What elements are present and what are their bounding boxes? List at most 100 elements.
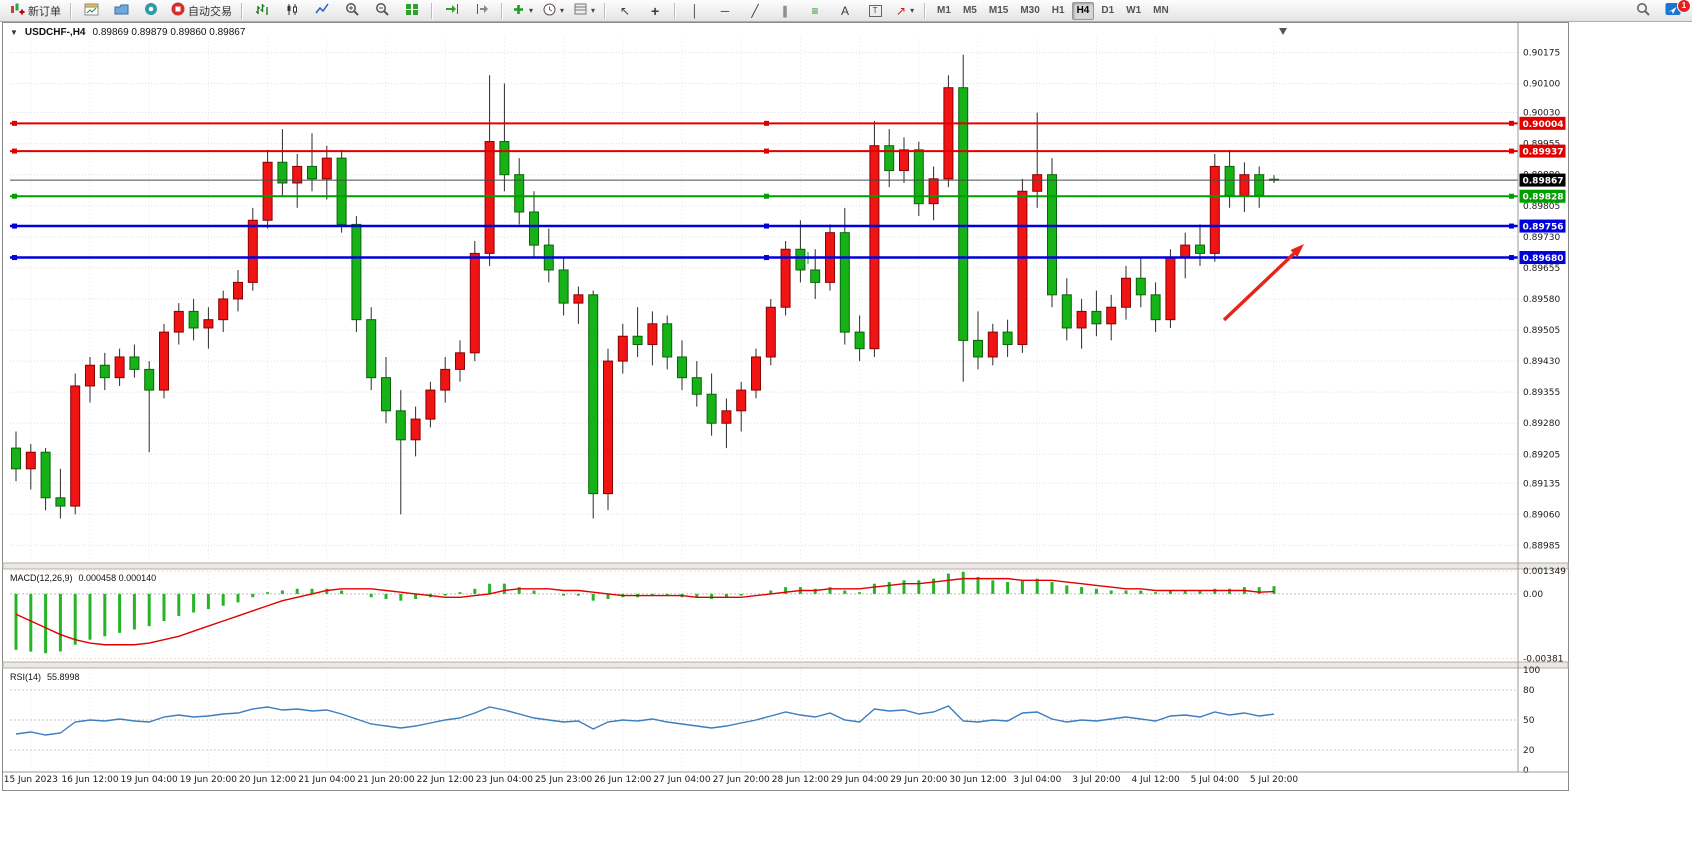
vertical-line-icon: │ bbox=[691, 3, 699, 18]
channel-icon: ∥ bbox=[782, 3, 789, 18]
candle-bullish bbox=[159, 331, 169, 391]
line-handle[interactable] bbox=[12, 255, 17, 261]
periods-button[interactable]: ▾ bbox=[539, 1, 568, 21]
line-handle[interactable] bbox=[764, 223, 769, 229]
vertical-line-tool-button[interactable]: │ bbox=[681, 1, 709, 21]
zoom-out-button[interactable] bbox=[368, 1, 396, 21]
candle-bullish bbox=[321, 157, 332, 180]
timeframe-m5[interactable]: M5 bbox=[962, 5, 977, 16]
indicators-button[interactable]: ▾ bbox=[508, 1, 537, 21]
candle-bearish bbox=[810, 269, 821, 283]
text-label-icon: T bbox=[868, 4, 882, 17]
horizontal-level-line-0.89828[interactable] bbox=[10, 193, 1518, 199]
price-tag-0.89937: 0.89937 bbox=[1519, 144, 1566, 158]
zoom-in-button[interactable] bbox=[338, 1, 366, 21]
candle-bearish bbox=[662, 323, 673, 358]
chart-title-bar[interactable]: ▼ USDCHF-,H4 0.89869 0.89879 0.89860 0.8… bbox=[10, 27, 245, 38]
toolbar-separator bbox=[501, 2, 503, 19]
candle-bearish bbox=[40, 451, 51, 499]
timeframe-w1[interactable]: W1 bbox=[1126, 5, 1142, 16]
svg-text:3 Jul 20:00: 3 Jul 20:00 bbox=[1072, 775, 1121, 785]
new-order-label: 新订单 bbox=[28, 5, 61, 18]
dropdown-arrow-icon: ▾ bbox=[910, 6, 915, 15]
horizontal-line-tool-button[interactable]: ─ bbox=[711, 1, 739, 21]
panel-separator[interactable] bbox=[2, 661, 1569, 669]
community-button[interactable] bbox=[137, 1, 165, 21]
horizontal-level-line-0.90004[interactable] bbox=[10, 120, 1518, 126]
line-handle[interactable] bbox=[1509, 223, 1514, 229]
auto-scroll-button[interactable] bbox=[438, 1, 466, 21]
timeframe-mn[interactable]: MN bbox=[1153, 5, 1169, 16]
trend-arrow-annotation[interactable] bbox=[1222, 244, 1304, 322]
channel-tool-button[interactable]: ∥ bbox=[771, 1, 799, 21]
line-handle[interactable] bbox=[1509, 120, 1514, 126]
search-button[interactable] bbox=[1629, 1, 1657, 21]
tile-windows-button[interactable] bbox=[398, 1, 426, 21]
svg-text:0.00: 0.00 bbox=[1523, 590, 1543, 600]
bar-chart-type-button[interactable] bbox=[248, 1, 276, 21]
line-chart-type-button[interactable] bbox=[308, 1, 336, 21]
new-chart-button[interactable] bbox=[77, 1, 105, 21]
candle-bearish bbox=[1061, 294, 1072, 329]
line-handle[interactable] bbox=[764, 148, 769, 154]
line-handle[interactable] bbox=[764, 255, 769, 261]
line-handle[interactable] bbox=[1509, 255, 1514, 261]
trendline-tool-button[interactable]: ╱ bbox=[741, 1, 769, 21]
chart-canvas[interactable]: 0.901750.901000.900300.899550.898800.898… bbox=[2, 22, 1570, 792]
line-handle[interactable] bbox=[1509, 193, 1514, 199]
horizontal-level-line-0.89937[interactable] bbox=[10, 148, 1518, 154]
notifications-button[interactable]: 1 bbox=[1659, 0, 1691, 21]
candle-bearish bbox=[1224, 165, 1235, 196]
svg-text:20: 20 bbox=[1523, 746, 1535, 756]
chart-shift-marker[interactable] bbox=[1279, 28, 1287, 35]
timeframe-h1[interactable]: H1 bbox=[1051, 5, 1065, 16]
tile-windows-icon bbox=[405, 3, 419, 19]
template-icon bbox=[574, 3, 587, 18]
timeframe-m1[interactable]: M1 bbox=[937, 5, 951, 16]
symbol-dropdown-icon[interactable]: ▼ bbox=[10, 28, 18, 37]
candle-bearish bbox=[351, 223, 362, 321]
fibonacci-icon: ≡ bbox=[811, 3, 819, 18]
arrows-tool-button[interactable]: ↗ ▾ bbox=[891, 1, 919, 21]
timeframe-m30[interactable]: M30 bbox=[1020, 5, 1040, 16]
candle-bearish bbox=[307, 165, 317, 180]
autotrade-label: 自动交易 bbox=[188, 5, 232, 18]
line-handle[interactable] bbox=[12, 223, 17, 229]
horizontal-level-line-0.89680[interactable] bbox=[10, 255, 1518, 261]
line-handle[interactable] bbox=[12, 193, 17, 199]
candle-bearish bbox=[99, 364, 110, 379]
horizontal-level-line-0.89756[interactable] bbox=[10, 223, 1518, 229]
line-handle[interactable] bbox=[764, 193, 769, 199]
line-handle[interactable] bbox=[12, 120, 17, 126]
timeframe-m15[interactable]: M15 bbox=[988, 5, 1009, 16]
svg-text:20 Jun 12:00: 20 Jun 12:00 bbox=[239, 775, 296, 785]
text-label-tool-button[interactable]: T bbox=[861, 1, 889, 21]
new-order-button[interactable]: 新订单 bbox=[5, 1, 65, 21]
line-handle[interactable] bbox=[1509, 148, 1514, 154]
timeframe-h4[interactable]: H4 bbox=[1071, 1, 1095, 20]
svg-text:0.001349: 0.001349 bbox=[1523, 567, 1566, 577]
line-handle[interactable] bbox=[12, 148, 17, 154]
templates-button[interactable]: ▾ bbox=[570, 1, 599, 21]
candlestick-chart-type-button[interactable] bbox=[278, 1, 306, 21]
candle-bearish bbox=[336, 157, 347, 225]
candle-bullish bbox=[1032, 174, 1043, 192]
candle-bullish bbox=[425, 389, 436, 420]
profiles-button[interactable] bbox=[107, 1, 135, 21]
timeframe-d1[interactable]: D1 bbox=[1101, 5, 1115, 16]
fibonacci-tool-button[interactable]: ≡ bbox=[801, 1, 829, 21]
chart-shift-button[interactable] bbox=[468, 1, 496, 21]
community-icon bbox=[144, 2, 158, 19]
autotrade-button[interactable]: 自动交易 bbox=[167, 1, 236, 21]
candle-bearish bbox=[499, 141, 510, 176]
panel-separator[interactable] bbox=[2, 562, 1569, 570]
svg-text:0.90004: 0.90004 bbox=[1523, 120, 1564, 130]
line-handle[interactable] bbox=[764, 120, 769, 126]
svg-text:0.89430: 0.89430 bbox=[1523, 357, 1560, 367]
cursor-tool-button[interactable]: ↖ bbox=[611, 1, 639, 21]
crosshair-tool-button[interactable]: + bbox=[641, 1, 669, 21]
text-tool-button[interactable]: A bbox=[831, 1, 859, 21]
svg-text:0.89756: 0.89756 bbox=[1523, 223, 1564, 233]
svg-text:22 Jun 12:00: 22 Jun 12:00 bbox=[417, 775, 474, 785]
new-order-icon bbox=[9, 2, 25, 19]
